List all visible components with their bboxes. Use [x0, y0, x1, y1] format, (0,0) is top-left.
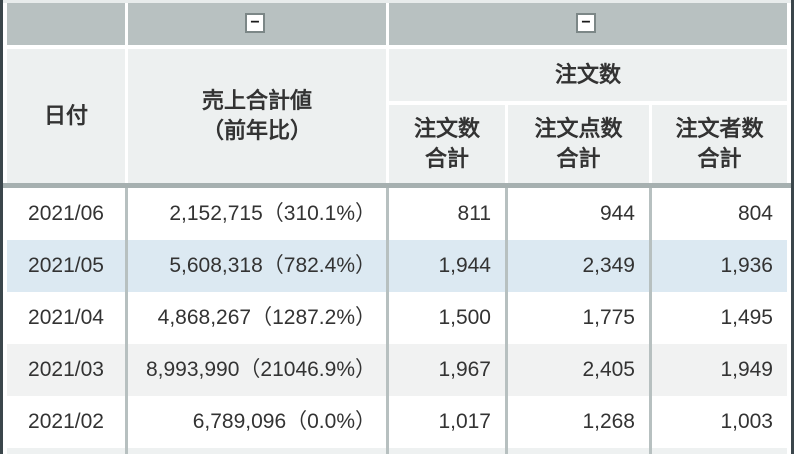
- header-orderers-total: 注文者数 合計: [652, 105, 787, 183]
- collapse-sales-column-button[interactable]: −: [245, 13, 265, 33]
- cell-items: 1,775: [582, 306, 635, 329]
- table-row: 2021/03 8,993,990（21046.9%） 1,967 2,405 …: [7, 344, 787, 396]
- collapse-band-date: [7, 3, 125, 45]
- header-orderers-line1: 注文者数: [675, 116, 764, 141]
- cell-orders: 1,017: [438, 410, 491, 433]
- cell-date: 2021/02: [28, 410, 104, 433]
- table-row: 2021/04 4,868,267（1287.2%） 1,500 1,775 1…: [7, 292, 787, 344]
- header-order-items-line1: 注文点数: [534, 116, 623, 141]
- collapse-band-orders: −: [389, 3, 787, 45]
- header-data-separator: [3, 183, 791, 188]
- cell-items: 2,349: [582, 254, 635, 277]
- collapse-band-sales: −: [128, 3, 386, 45]
- header-date-label: 日付: [43, 103, 88, 128]
- header-sales-line1: 売上合計値: [201, 88, 312, 113]
- header-order-items-total: 注文点数 合計: [508, 105, 649, 183]
- cell-sales: 8,993,990（21046.9%）: [145, 358, 376, 381]
- cell-orders: 1,967: [438, 358, 491, 381]
- cell-date: 2021/06: [28, 202, 104, 225]
- cell-buyers: 804: [737, 202, 773, 225]
- header-orders-count-total: 注文数 合計: [389, 105, 505, 183]
- cell-date: 2021/04: [28, 306, 104, 329]
- cell-sales: 4,868,267（1287.2%）: [157, 306, 376, 329]
- header-orders-count-line1: 注文数: [413, 116, 480, 141]
- cell-items: 1,268: [582, 410, 635, 433]
- frame-left: [0, 0, 3, 454]
- cell-buyers: 1,003: [720, 410, 773, 433]
- header-orderers-line2: 合計: [697, 146, 742, 171]
- column-separator: [125, 188, 128, 454]
- bottom-partial-row: [7, 448, 787, 454]
- cell-items: 2,405: [582, 358, 635, 381]
- cell-sales: 5,608,318（782.4%）: [169, 254, 376, 277]
- cell-orders: 1,944: [438, 254, 491, 277]
- frame-right: [791, 0, 794, 454]
- table-row: 2021/05 5,608,318（782.4%） 1,944 2,349 1,…: [7, 240, 787, 292]
- header-orders-count-line2: 合計: [424, 146, 469, 171]
- column-separator: [386, 188, 389, 454]
- header-orders-group: 注文数: [389, 49, 787, 101]
- cell-date: 2021/03: [28, 358, 104, 381]
- cell-items: 944: [599, 202, 635, 225]
- cell-sales: 2,152,715（310.1%）: [169, 202, 376, 225]
- cell-orders: 811: [457, 202, 491, 225]
- column-separator: [505, 188, 508, 454]
- column-separator: [649, 188, 652, 454]
- header-sales-line2: （前年比）: [201, 118, 312, 143]
- cell-sales: 6,789,096（0.0%）: [192, 410, 376, 433]
- top-border: [0, 0, 794, 3]
- cell-buyers: 1,495: [720, 306, 773, 329]
- header-date: 日付: [7, 49, 125, 183]
- cell-buyers: 1,936: [720, 254, 773, 277]
- table-row: 2021/02 6,789,096（0.0%） 1,017 1,268 1,00…: [7, 396, 787, 448]
- header-order-items-line2: 合計: [556, 146, 601, 171]
- header-orders-group-label: 注文数: [554, 62, 621, 87]
- cell-date: 2021/05: [28, 254, 104, 277]
- collapse-orders-group-button[interactable]: −: [576, 13, 596, 33]
- cell-orders: 1,500: [438, 306, 491, 329]
- table-row: 2021/06 2,152,715（310.1%） 811 944 804: [7, 188, 787, 240]
- header-sales-total: 売上合計値 （前年比）: [128, 49, 386, 183]
- cell-buyers: 1,949: [720, 358, 773, 381]
